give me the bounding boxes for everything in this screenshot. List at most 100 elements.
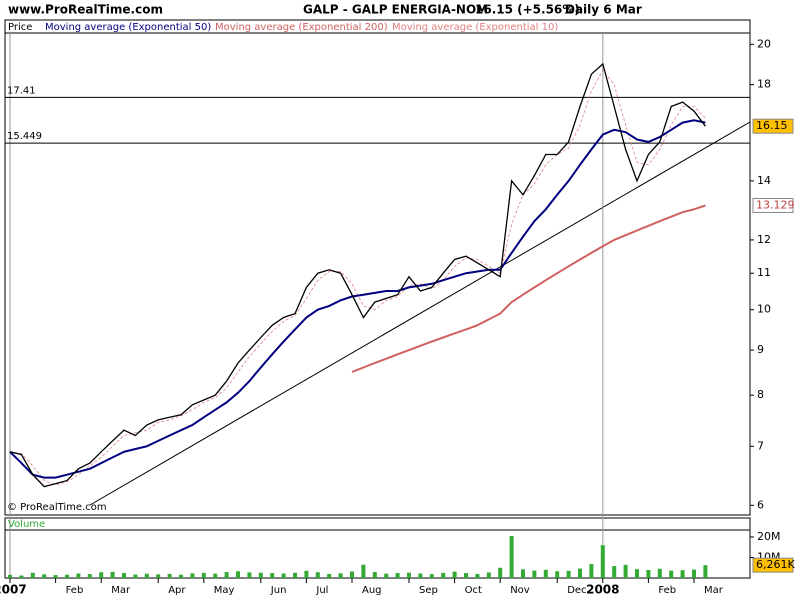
volume-bar bbox=[236, 571, 240, 578]
volume-bar bbox=[657, 568, 662, 578]
volume-bar bbox=[486, 572, 491, 578]
legend-entry: Moving average (Exponential 200) bbox=[215, 22, 388, 33]
legend-entry: Moving average (Exponential 50) bbox=[45, 22, 211, 33]
x-tick-label: Feb bbox=[66, 585, 84, 596]
panel-label: Volume bbox=[8, 519, 45, 530]
volume-bar bbox=[76, 573, 81, 578]
x-tick-label: Mar bbox=[704, 585, 724, 596]
y-tick-label: 18 bbox=[757, 78, 771, 91]
volume-bar bbox=[179, 574, 183, 578]
volume-frame bbox=[4, 517, 751, 579]
legend-label: Price bbox=[8, 22, 32, 33]
last-value: 13.129 bbox=[756, 198, 795, 211]
volume-bar bbox=[99, 572, 104, 578]
y-tick-label: 11 bbox=[757, 266, 771, 279]
volume-bar bbox=[384, 573, 389, 578]
volume-bar bbox=[8, 574, 12, 578]
volume-bar bbox=[498, 567, 503, 578]
volume-bar bbox=[543, 569, 548, 578]
price-frame bbox=[4, 19, 751, 516]
volume-bar bbox=[350, 571, 354, 578]
volume-bar bbox=[247, 572, 252, 578]
volume-bar bbox=[327, 573, 332, 578]
y-tick-label: 9 bbox=[757, 343, 764, 356]
volume-bar bbox=[65, 574, 69, 578]
volume-bar bbox=[19, 575, 24, 578]
volume-bar bbox=[224, 572, 229, 578]
last-value: 16.15 bbox=[756, 119, 788, 132]
y-tick-label: 6 bbox=[757, 498, 764, 511]
copyright: © ProRealTime.com bbox=[7, 502, 107, 513]
volume-bar bbox=[304, 570, 309, 578]
volume-bar bbox=[646, 570, 651, 578]
instrument: GALP - GALP ENERGIA-NOM bbox=[303, 3, 488, 17]
volume-bar bbox=[190, 573, 195, 578]
x-tick-label: Oct bbox=[465, 585, 482, 596]
volume-bar bbox=[144, 573, 149, 578]
volume-bar bbox=[372, 572, 377, 578]
y-tick-label: 20 bbox=[757, 37, 771, 50]
x-tick-label: Jun bbox=[270, 585, 287, 596]
x-tick-label: Apr bbox=[168, 585, 186, 596]
y-tick-label: 10 bbox=[757, 303, 771, 316]
volume-bar bbox=[680, 570, 685, 578]
volume-bar bbox=[464, 573, 468, 578]
volume-bar bbox=[258, 572, 263, 578]
volume-bar bbox=[87, 574, 92, 578]
last-value-box bbox=[752, 197, 794, 213]
legend-entry: Moving average (Exponential 10) bbox=[392, 22, 558, 33]
volume-bar bbox=[407, 572, 411, 578]
series-line bbox=[9, 62, 706, 488]
volume-bar bbox=[315, 572, 320, 578]
y-tick-label: 14 bbox=[757, 174, 771, 187]
last-value: 6,261K bbox=[756, 558, 795, 571]
trendline bbox=[89, 121, 751, 506]
level-label: 17.41 bbox=[7, 85, 36, 96]
volume-bar bbox=[156, 574, 161, 578]
volume-bar bbox=[213, 573, 218, 578]
volume-bar bbox=[133, 574, 138, 578]
x-tick-label: 2007 bbox=[0, 583, 27, 597]
y-tick-label: 20M bbox=[757, 530, 781, 543]
volume-bar bbox=[509, 535, 514, 578]
volume-bar bbox=[703, 565, 708, 578]
series-line bbox=[9, 119, 706, 479]
last-value-box bbox=[752, 557, 794, 573]
volume-bar bbox=[42, 574, 47, 578]
volume-bar bbox=[612, 566, 617, 578]
quote: 16.15 (+5.56%) bbox=[475, 3, 580, 17]
volume-bar bbox=[110, 571, 115, 578]
level-label: 15.449 bbox=[7, 131, 42, 142]
y-tick-label: 8 bbox=[757, 388, 764, 401]
volume-bar bbox=[167, 573, 172, 578]
volume-bar bbox=[293, 572, 297, 578]
series-line bbox=[351, 204, 706, 373]
last-value-box bbox=[752, 118, 794, 134]
x-tick-label: May bbox=[214, 585, 235, 596]
volume-bar bbox=[555, 571, 560, 578]
volume-bar bbox=[600, 545, 605, 578]
x-tick-label: Feb bbox=[658, 585, 676, 596]
volume-bar bbox=[635, 569, 639, 578]
y-tick-label: 7 bbox=[757, 439, 764, 452]
period: Daily 6 Mar bbox=[565, 3, 642, 17]
volume-bar bbox=[532, 570, 537, 578]
volume-bar bbox=[418, 573, 423, 578]
volume-bar bbox=[281, 573, 286, 578]
volume-bar bbox=[566, 570, 571, 578]
volume-bar bbox=[589, 564, 594, 578]
volume-bar bbox=[429, 574, 434, 578]
volume-bar bbox=[578, 568, 582, 578]
volume-bar bbox=[270, 573, 275, 578]
volume-bar bbox=[521, 569, 525, 578]
volume-bar bbox=[53, 575, 58, 578]
volume-bar bbox=[122, 573, 126, 578]
x-tick-label: Dec bbox=[567, 585, 586, 596]
volume-bar bbox=[623, 564, 628, 578]
volume-bar bbox=[201, 572, 206, 578]
volume-bar bbox=[475, 573, 480, 578]
volume-bar bbox=[452, 571, 457, 578]
volume-bar bbox=[30, 572, 35, 578]
